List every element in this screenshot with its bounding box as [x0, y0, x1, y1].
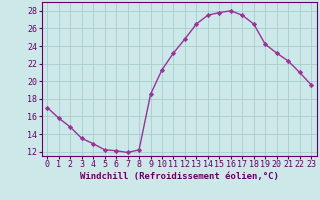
X-axis label: Windchill (Refroidissement éolien,°C): Windchill (Refroidissement éolien,°C): [80, 172, 279, 181]
